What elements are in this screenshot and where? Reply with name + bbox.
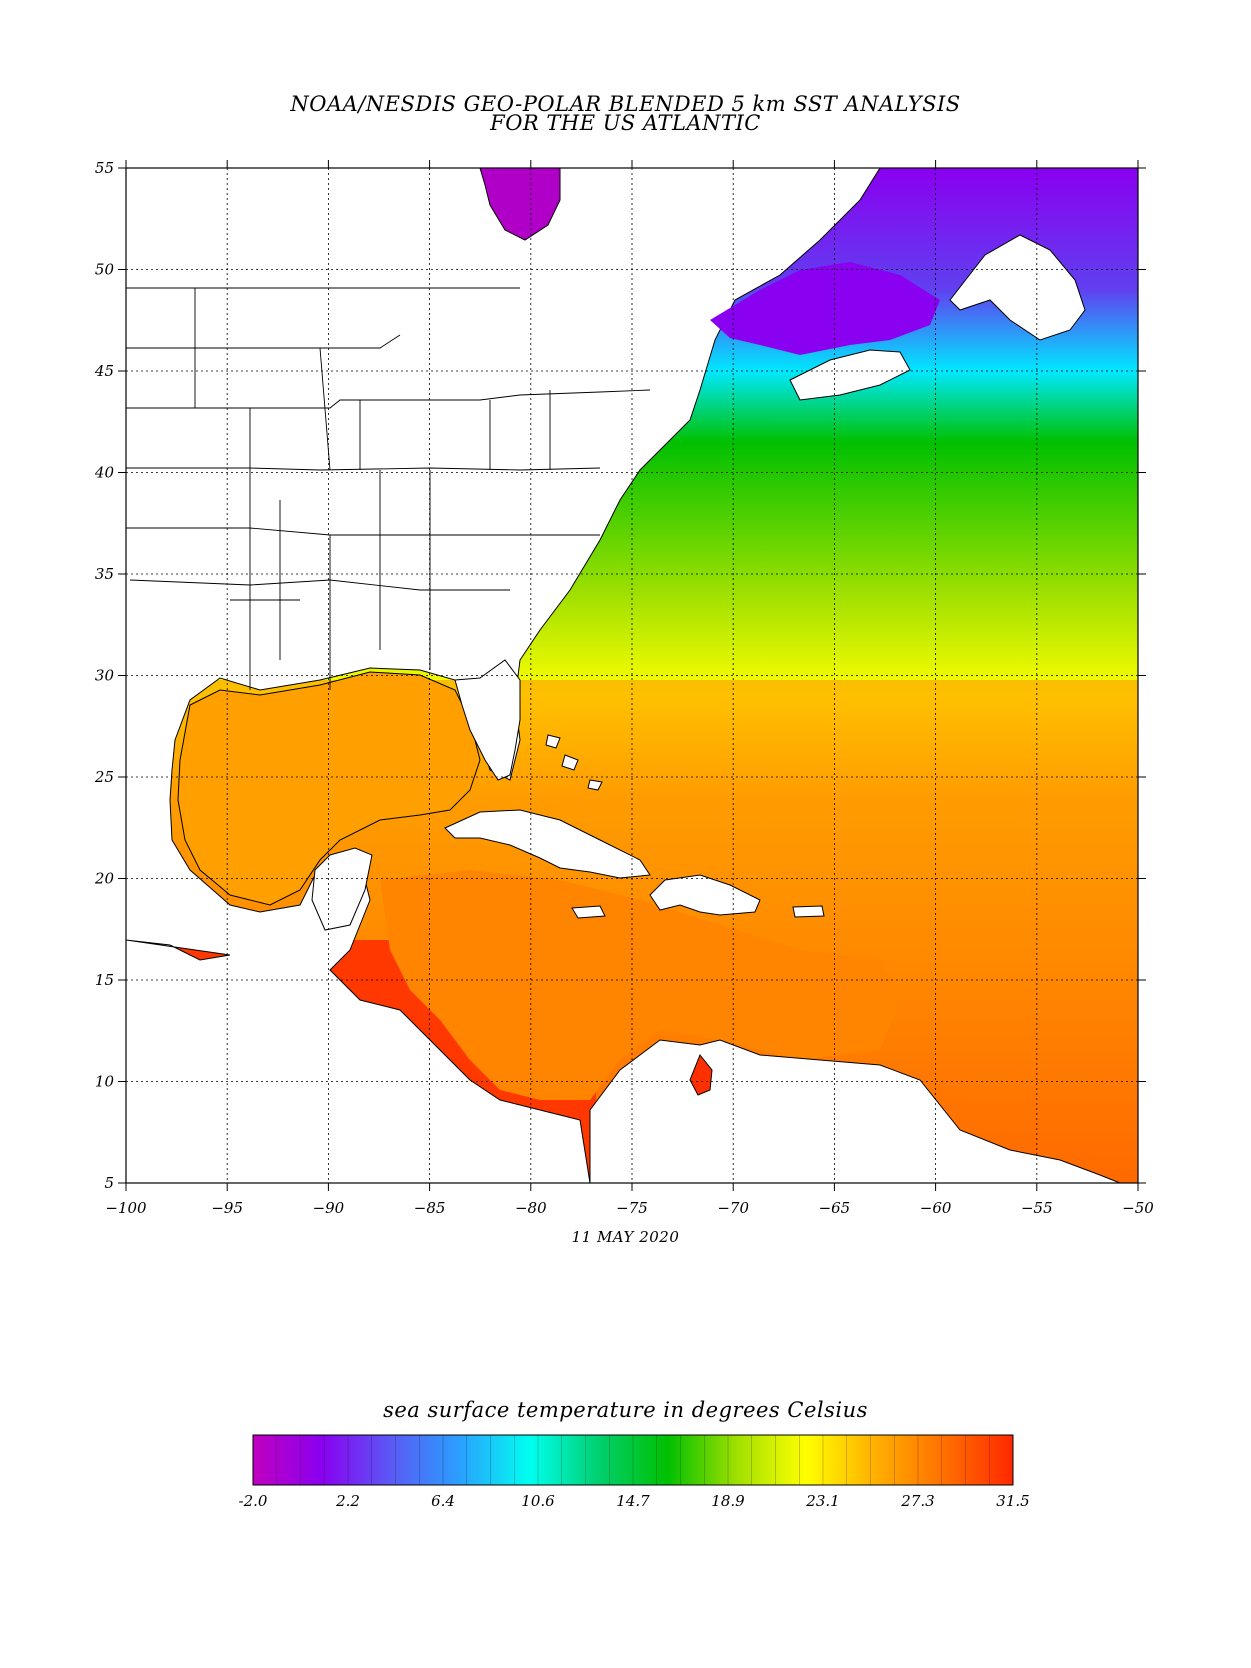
latitude-label: 15 bbox=[95, 971, 114, 989]
colorbar-tick-label: 14.7 bbox=[616, 1492, 650, 1510]
nova-scotia-land bbox=[789, 349, 911, 401]
longitude-label: −65 bbox=[819, 1199, 851, 1217]
colorbar-tick-label: 23.1 bbox=[805, 1492, 839, 1510]
latitude-label: 20 bbox=[94, 870, 115, 888]
state-boundaries bbox=[126, 287, 651, 690]
longitude-label: −75 bbox=[616, 1199, 648, 1217]
caribbean-sea bbox=[380, 870, 900, 1100]
longitude-labels: −100 −95 −90 −85 −80 −75 −70 −65 −60 −55 −50 bbox=[105, 1199, 1154, 1217]
colorbar-tick-label: 27.3 bbox=[900, 1492, 934, 1510]
greenland-tip bbox=[479, 167, 561, 241]
colorbar-tick-label: -2.0 bbox=[239, 1492, 268, 1510]
map-title-line2: FOR THE US ATLANTIC bbox=[490, 111, 761, 135]
colorbar-tick-label: 6.4 bbox=[431, 1492, 455, 1510]
longitude-label: −85 bbox=[414, 1199, 446, 1217]
colorbar-tick-label: 31.5 bbox=[996, 1492, 1029, 1510]
longitude-label: −100 bbox=[105, 1199, 147, 1217]
bahamas-islands bbox=[545, 734, 603, 791]
colorbar-tick-label: 2.2 bbox=[335, 1492, 360, 1510]
longitude-label: −90 bbox=[313, 1199, 345, 1217]
latitude-label: 55 bbox=[95, 159, 114, 177]
hispaniola-island bbox=[649, 874, 761, 916]
longitude-label: −80 bbox=[515, 1199, 547, 1217]
colorbar-title: sea surface temperature in degrees Celsi… bbox=[383, 1398, 868, 1422]
longitude-label: −70 bbox=[717, 1199, 749, 1217]
longitude-label: −95 bbox=[211, 1199, 243, 1217]
south-america-land bbox=[589, 1039, 1121, 1184]
latitude-label: 45 bbox=[94, 362, 114, 380]
latitude-labels: 5 10 15 20 25 30 35 40 45 50 55 bbox=[94, 159, 115, 1192]
lake-maracaibo bbox=[689, 1054, 713, 1096]
latitude-label: 10 bbox=[95, 1073, 115, 1091]
longitude-label: −60 bbox=[920, 1199, 952, 1217]
latitude-label: 40 bbox=[94, 464, 115, 482]
gulf-of-mexico bbox=[177, 671, 481, 906]
latitude-label: 5 bbox=[104, 1174, 114, 1192]
latitude-label: 35 bbox=[95, 565, 114, 583]
yucatan-land bbox=[311, 847, 373, 931]
latitude-label: 25 bbox=[94, 768, 114, 786]
axis-ticks bbox=[118, 160, 1146, 1191]
colorbar-labels: -2.0 2.2 6.4 10.6 14.7 18.9 23.1 27.3 31.5 bbox=[239, 1492, 1030, 1510]
florida-land bbox=[454, 659, 521, 781]
longitude-label: −55 bbox=[1021, 1199, 1053, 1217]
colorbar-tick-label: 18.9 bbox=[711, 1492, 745, 1510]
latitude-label: 30 bbox=[95, 667, 115, 685]
cuba-island bbox=[444, 809, 651, 879]
date-label: 11 MAY 2020 bbox=[571, 1228, 680, 1246]
jamaica-island bbox=[571, 905, 606, 919]
map-title-line1: NOAA/NESDIS GEO-POLAR BLENDED 5 km SST A… bbox=[290, 92, 961, 116]
gulf-st-lawrence bbox=[710, 262, 940, 355]
longitude-label: −50 bbox=[1122, 1199, 1154, 1217]
latitude-label: 50 bbox=[95, 261, 115, 279]
graticule bbox=[126, 168, 1138, 1183]
puerto-rico-island bbox=[792, 905, 825, 918]
newfoundland-land bbox=[949, 234, 1086, 341]
colorbar-tick-label: 10.6 bbox=[521, 1492, 555, 1510]
colorbar-segment-lines bbox=[276, 1435, 990, 1485]
